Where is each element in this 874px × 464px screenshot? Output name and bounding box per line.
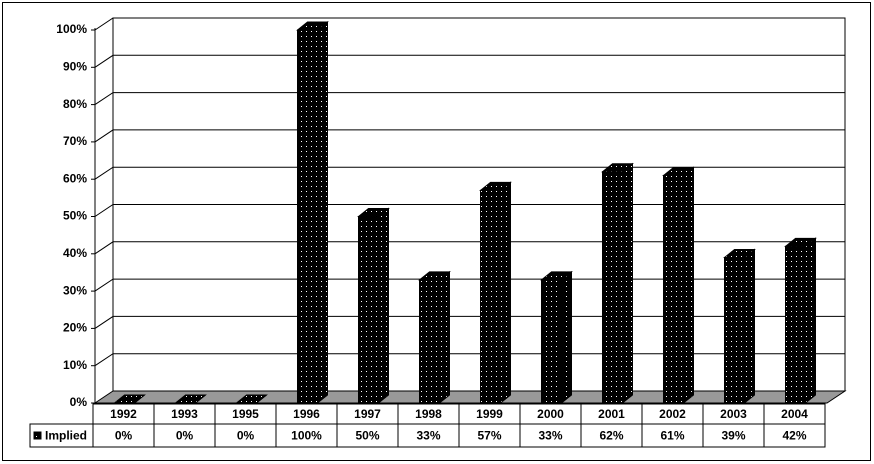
floor: [93, 390, 847, 404]
bar-top: [723, 249, 756, 259]
bar-top: [235, 394, 268, 404]
bar-side: [439, 270, 450, 405]
value-label: 39%: [721, 429, 745, 443]
x-tick-label: 1993: [171, 407, 198, 421]
bar: [480, 189, 501, 404]
x-tick-label: 1999: [476, 407, 503, 421]
bar-top: [357, 208, 390, 217]
x-tick-label: 2002: [659, 407, 686, 421]
bar: [724, 257, 745, 404]
value-label: 50%: [355, 429, 379, 443]
value-label: 42%: [782, 429, 806, 443]
grid-line: [94, 129, 845, 143]
x-tick-label: 2004: [781, 407, 808, 421]
bar: [785, 245, 806, 404]
grid-line: [94, 353, 845, 367]
bar: [541, 279, 562, 404]
grid-line: [94, 315, 845, 329]
y-tick-label: 0%: [70, 395, 88, 409]
bar-side: [683, 166, 694, 405]
y-tick-label: 80%: [63, 97, 87, 111]
bar-side: [378, 207, 389, 405]
bar-top: [601, 163, 634, 173]
y-tick-label: 40%: [63, 246, 87, 260]
bar-top: [784, 237, 817, 247]
bar-top: [540, 271, 573, 281]
x-tick-label: 1996: [293, 407, 320, 421]
value-label: 33%: [416, 429, 440, 443]
grid-line: [94, 17, 845, 31]
bar-side: [805, 237, 816, 405]
x-tick-label: 1997: [354, 407, 381, 421]
value-label: 100%: [291, 429, 322, 443]
bar: [663, 174, 684, 404]
grid-line: [94, 92, 845, 106]
value-label: 33%: [538, 429, 562, 443]
x-tick-label: 1995: [232, 407, 259, 421]
y-tick-label: 90%: [63, 59, 87, 73]
value-label: 57%: [477, 429, 501, 443]
bar-top: [296, 21, 329, 31]
x-tick-label: 2001: [598, 407, 625, 421]
bar: [602, 171, 623, 404]
grid-line: [94, 166, 845, 180]
bar-side: [744, 248, 755, 405]
legend-swatch: [33, 431, 42, 440]
value-label: 62%: [599, 429, 623, 443]
bar: [297, 29, 318, 404]
legend-label: Implied: [45, 429, 87, 443]
y-tick-label: 60%: [63, 171, 87, 185]
bar-side: [500, 181, 511, 405]
y-tick-label: 70%: [63, 134, 87, 148]
y-tick-label: 10%: [63, 358, 87, 372]
value-label: 61%: [660, 429, 684, 443]
table-border: [29, 423, 826, 448]
grid-line: [94, 204, 845, 217]
y-tick-label: 20%: [63, 321, 87, 335]
y-tick-label: 50%: [63, 209, 87, 223]
grid-line: [94, 54, 845, 68]
y-tick-label: 100%: [56, 22, 87, 36]
bar-side: [561, 270, 572, 405]
x-tick-label: 2003: [720, 407, 747, 421]
bar-side: [622, 162, 633, 405]
x-tick-label: 2000: [537, 407, 564, 421]
bar-side: [317, 20, 328, 405]
x-tick-label: 1998: [415, 407, 442, 421]
value-label: 0%: [176, 429, 194, 443]
value-label: 0%: [115, 429, 133, 443]
bar: [419, 279, 440, 404]
y-tick-label: 30%: [63, 283, 87, 297]
bar: [358, 216, 379, 404]
grid-line: [94, 278, 845, 292]
bar-top: [662, 166, 695, 176]
bar-top: [418, 271, 451, 281]
bar-top: [113, 394, 146, 404]
bar-top: [479, 181, 512, 191]
grid-line: [94, 241, 845, 255]
bar-top: [174, 394, 207, 404]
x-tick-label: 1992: [110, 407, 137, 421]
value-label: 0%: [237, 429, 255, 443]
